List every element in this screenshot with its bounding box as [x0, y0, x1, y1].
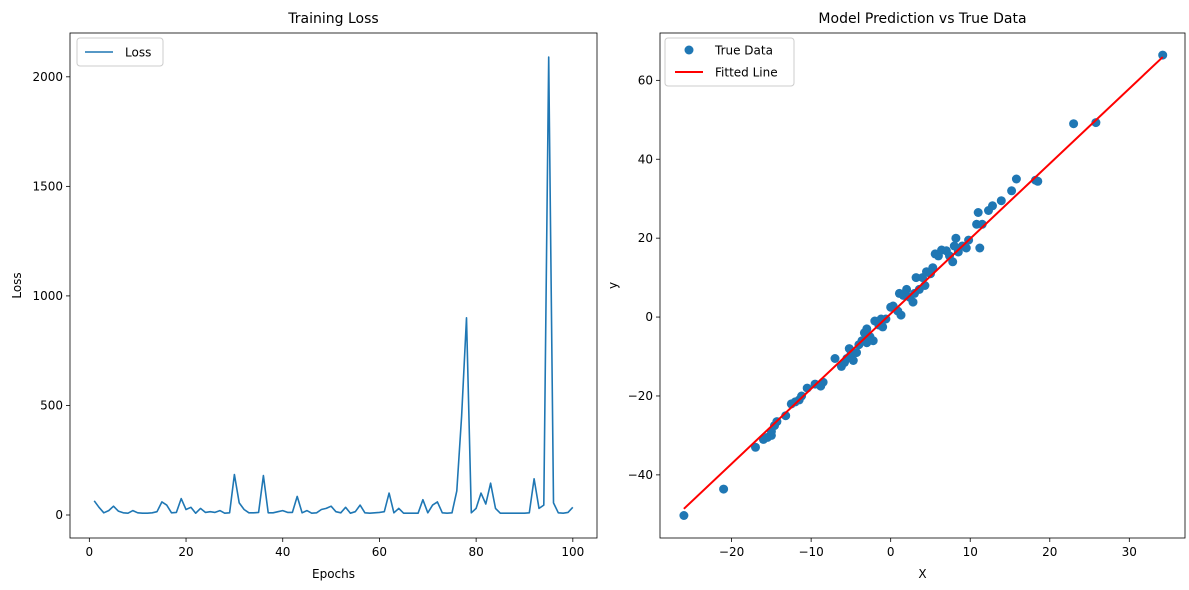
true-data-point: [751, 442, 760, 452]
loss-chart-title: Training Loss: [287, 11, 378, 27]
true-data-point: [908, 297, 918, 307]
loss-series-line: [93, 56, 574, 515]
loss-legend: Loss: [76, 37, 164, 67]
true-data-point: [1033, 176, 1043, 186]
prediction-x-tick-label: 20: [1042, 545, 1057, 559]
true-data-point: [1011, 174, 1021, 184]
true-data-legend-marker: [684, 45, 694, 55]
loss-x-tick-label: 100: [561, 545, 584, 559]
true-data-point: [996, 196, 1006, 206]
loss-x-tick-label: 20: [178, 545, 193, 559]
fitted-line-legend-label: Fitted Line: [715, 66, 778, 80]
loss-y-tick-label: 2000: [32, 70, 63, 84]
true-data-point: [973, 208, 983, 217]
true-data-point: [862, 324, 872, 334]
prediction-y-tick-label: 0: [645, 310, 653, 324]
true-data-point: [818, 377, 828, 387]
loss-y-tick-label: 0: [55, 508, 63, 522]
true-data-point: [948, 257, 958, 267]
prediction-y-tick-label: −40: [628, 468, 653, 482]
prediction-y-tick-label: 20: [638, 231, 653, 245]
true-data-point: [1007, 186, 1017, 196]
prediction-chart: Model Prediction vs True Data −20 −10 0 10 2…: [606, 11, 1186, 581]
true-data-point: [951, 233, 961, 243]
true-data-point: [852, 348, 861, 358]
loss-x-tick-label: 60: [372, 545, 387, 559]
true-data-point: [719, 484, 729, 494]
true-data-point: [868, 336, 878, 346]
true-data-point: [902, 284, 912, 294]
prediction-x-tick-label: 10: [963, 545, 978, 559]
loss-x-tick-label: 0: [86, 545, 94, 559]
true-data-point: [781, 411, 791, 421]
prediction-y-tick-label: 40: [638, 152, 653, 166]
loss-y-tick-label: 1000: [32, 289, 63, 303]
true-data-point: [911, 273, 921, 283]
loss-plot-area: [69, 32, 598, 539]
loss-y-ticks: 0 500 1000 1500 2000: [32, 70, 70, 522]
loss-legend-box: [76, 37, 164, 67]
true-data-point: [988, 201, 997, 211]
true-data-point: [797, 391, 807, 401]
prediction-x-tick-label: −10: [798, 545, 823, 559]
prediction-legend-box: [664, 37, 795, 87]
true-data-point: [928, 263, 938, 273]
prediction-y-ticks: −40 −20 0 20 40 60: [628, 73, 660, 482]
prediction-y-axis-label: y: [606, 282, 620, 289]
true-data-point: [1158, 50, 1168, 60]
prediction-x-tick-label: 30: [1122, 545, 1137, 559]
true-data-legend-label: True Data: [714, 44, 773, 58]
loss-x-ticks: 0 20 40 60 80 100: [86, 538, 584, 559]
loss-chart: Training Loss 0 20 40 60 80 100 0 500 1000 1500 2…: [10, 11, 598, 581]
true-data-point: [975, 243, 985, 253]
prediction-x-tick-label: 0: [887, 545, 895, 559]
prediction-chart-title: Model Prediction vs True Data: [818, 11, 1026, 27]
fitted-line: [683, 56, 1164, 510]
loss-x-tick-label: 80: [468, 545, 483, 559]
true-data-point: [896, 310, 906, 320]
true-data-point: [830, 354, 840, 363]
loss-x-axis-label: Epochs: [312, 567, 355, 581]
prediction-plot-area: [659, 32, 1186, 539]
true-data-point: [848, 356, 858, 365]
prediction-y-tick-label: 60: [638, 73, 653, 87]
loss-y-tick-label: 500: [40, 398, 63, 412]
loss-legend-label: Loss: [125, 46, 151, 60]
loss-y-tick-label: 1500: [32, 179, 63, 193]
prediction-y-tick-label: −20: [628, 389, 653, 403]
prediction-x-tick-label: −20: [719, 545, 744, 559]
prediction-x-ticks: −20 −10 0 10 20 30: [719, 538, 1137, 559]
loss-x-tick-label: 40: [275, 545, 290, 559]
true-data-point: [1091, 118, 1101, 128]
prediction-legend: True Data Fitted Line: [664, 37, 795, 87]
loss-y-axis-label: Loss: [10, 272, 24, 298]
true-data-point: [679, 511, 689, 520]
true-data-point: [1069, 119, 1079, 129]
prediction-x-axis-label: X: [918, 567, 926, 581]
